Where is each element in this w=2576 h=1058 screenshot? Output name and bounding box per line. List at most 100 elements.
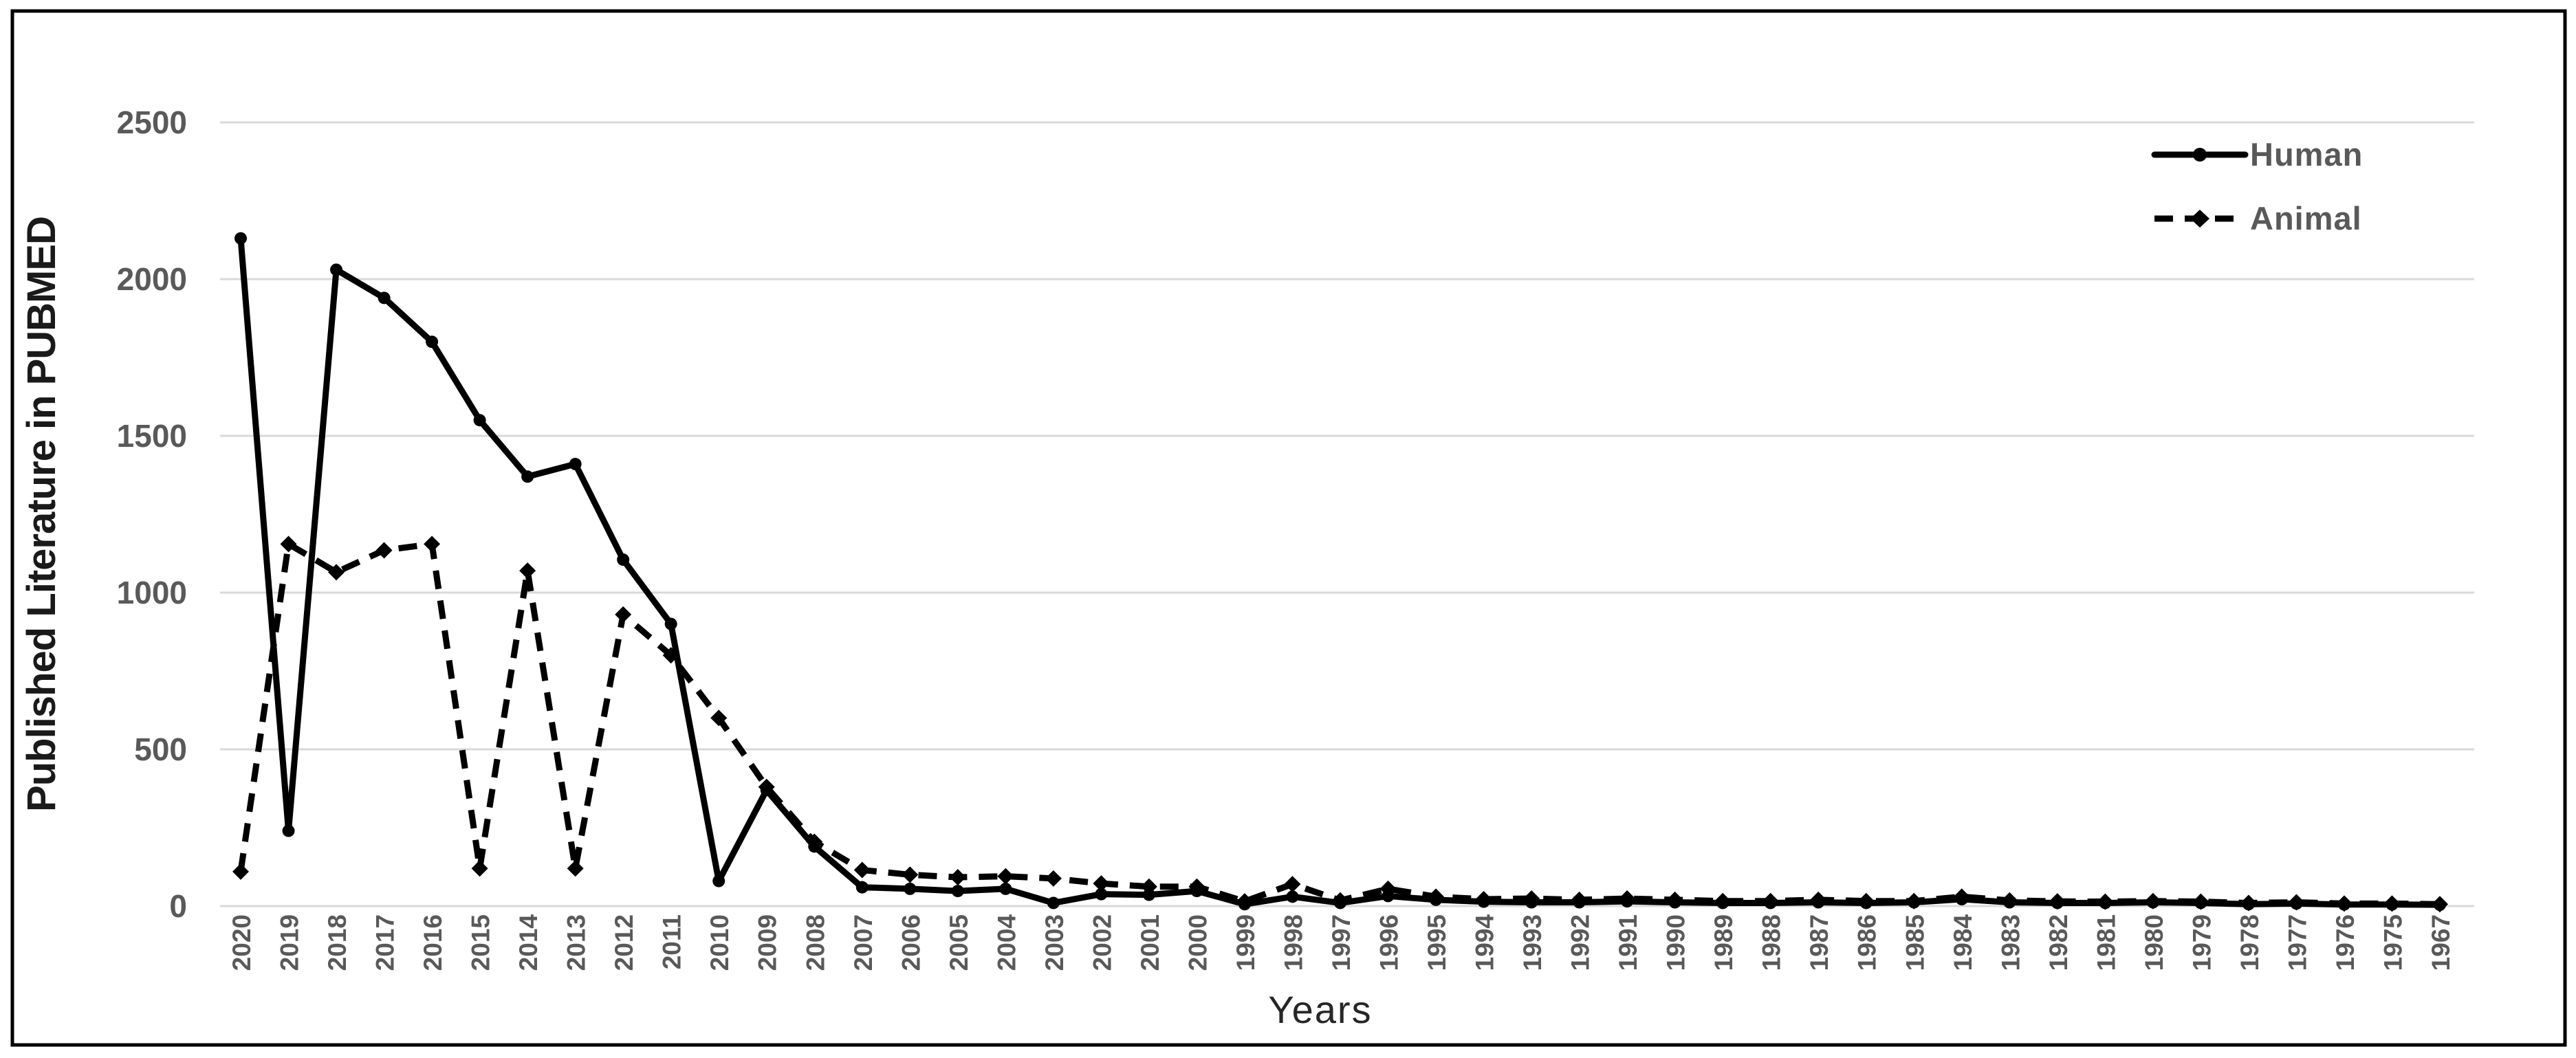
y-axis-title: Published Literature in PUBMED [19,217,64,812]
animal-marker [615,606,632,623]
x-tick-label: 1980 [2140,914,2168,971]
x-tick-label: 2001 [1136,914,1164,971]
x-tick-label: 2007 [849,914,877,971]
animal-marker [902,866,919,883]
x-tick-label: 2012 [610,914,638,971]
x-tick-label: 2011 [658,914,686,969]
animal-marker [1953,888,1970,905]
y-tick-label: 2000 [117,261,187,297]
animal-marker [1428,888,1445,905]
human-marker [473,414,486,427]
animal-marker [949,869,966,886]
x-tick-label: 1967 [2427,914,2455,971]
x-tick-label: 2008 [801,914,829,971]
animal-series-line [237,540,2441,907]
y-tick-label: 1000 [117,575,187,610]
animal-marker [1379,880,1397,897]
animal-legend-marker-icon [2190,210,2209,228]
x-tick-label: 1979 [2187,914,2216,971]
x-tick-label: 1985 [1901,914,1929,971]
animal-marker [1140,878,1157,895]
animal-marker [2144,892,2161,910]
x-tick-label: 2017 [371,914,400,971]
animal-marker [519,562,536,580]
x-tick-label: 2016 [419,914,447,971]
x-tick-label: 2019 [276,914,304,971]
x-tick-label: 1983 [1996,914,2024,971]
animal-marker [1475,890,1492,907]
animal-marker [1619,890,1636,907]
animal-marker [2049,893,2066,910]
x-tick-label: 2005 [945,914,973,971]
x-tick-label: 2018 [323,914,351,971]
x-tick-label: 2006 [897,914,925,971]
animal-marker [1045,870,1062,887]
human-marker [855,881,869,894]
x-tick-label: 1987 [1805,914,1833,971]
x-tick-label: 1978 [2236,914,2264,971]
animal-marker [1284,876,1301,893]
x-tick-label: 2002 [1088,914,1116,971]
x-tick-label: 2000 [1183,914,1212,971]
animal-marker [1762,892,1779,910]
x-tick-label: 2003 [1040,914,1069,971]
human-legend-marker-icon [2193,148,2207,162]
x-tick-label: 1976 [2331,914,2359,971]
human-marker [378,291,391,305]
human-marker [282,824,295,837]
series-lines [232,232,2448,913]
animal-marker [2432,896,2448,913]
human-marker [904,882,917,895]
animal-marker [758,778,775,795]
human-series-line [237,235,2443,908]
x-tick-label: 1992 [1567,914,1595,971]
x-tick-label: 1996 [1375,914,1404,971]
animal-marker [997,868,1014,885]
animal-marker [1571,891,1588,908]
x-tick-label: 2020 [228,914,256,971]
figure-border [10,9,2567,1047]
animal-marker [1093,875,1110,892]
x-tick-label: 1975 [2379,914,2407,971]
y-axis-tick-labels: 0 500 1000 1500 2000 2500 [117,104,187,924]
x-tick-label: 2009 [754,914,782,971]
legend-item-animal: Animal [2154,200,2362,236]
x-tick-label: 2010 [706,914,734,971]
human-marker [664,617,677,630]
legend-label-human: Human [2250,136,2363,173]
x-tick-label: 1999 [1232,914,1260,971]
legend-item-human: Human [2151,136,2363,173]
x-tick-label: 1977 [2283,914,2311,971]
x-tick-label: 2015 [467,914,495,971]
animal-marker [1236,893,1253,910]
human-marker [521,470,534,483]
animal-marker [280,536,297,553]
human-marker [712,874,725,888]
x-tick-label: 1995 [1423,914,1451,971]
animal-marker [2192,893,2209,910]
animal-marker [2240,894,2257,912]
animal-marker [662,647,679,664]
gridlines [220,121,2474,907]
human-marker [951,885,964,898]
animal-marker [710,709,728,727]
legend-label-animal: Animal [2250,200,2362,236]
animal-marker [1906,892,1923,910]
animal-marker [2335,895,2353,912]
animal-marker [232,863,249,880]
x-tick-label: 1990 [1662,914,1690,971]
human-marker [330,263,343,276]
x-tick-label: 2014 [514,914,543,971]
animal-marker [375,542,393,559]
human-marker [1047,896,1060,910]
x-tick-label: 1994 [1471,914,1499,971]
x-axis-tick-labels: 2020 2019 2018 2017 2016 2015 2014 2013 2012 2011… [228,914,2455,971]
animal-marker [853,861,871,879]
y-tick-label: 500 [134,731,187,767]
x-axis-title: Years [1268,988,1372,1031]
y-tick-label: 1500 [117,418,187,454]
animal-marker [2097,893,2114,910]
animal-marker [1810,891,1827,908]
y-tick-label: 0 [169,888,187,924]
